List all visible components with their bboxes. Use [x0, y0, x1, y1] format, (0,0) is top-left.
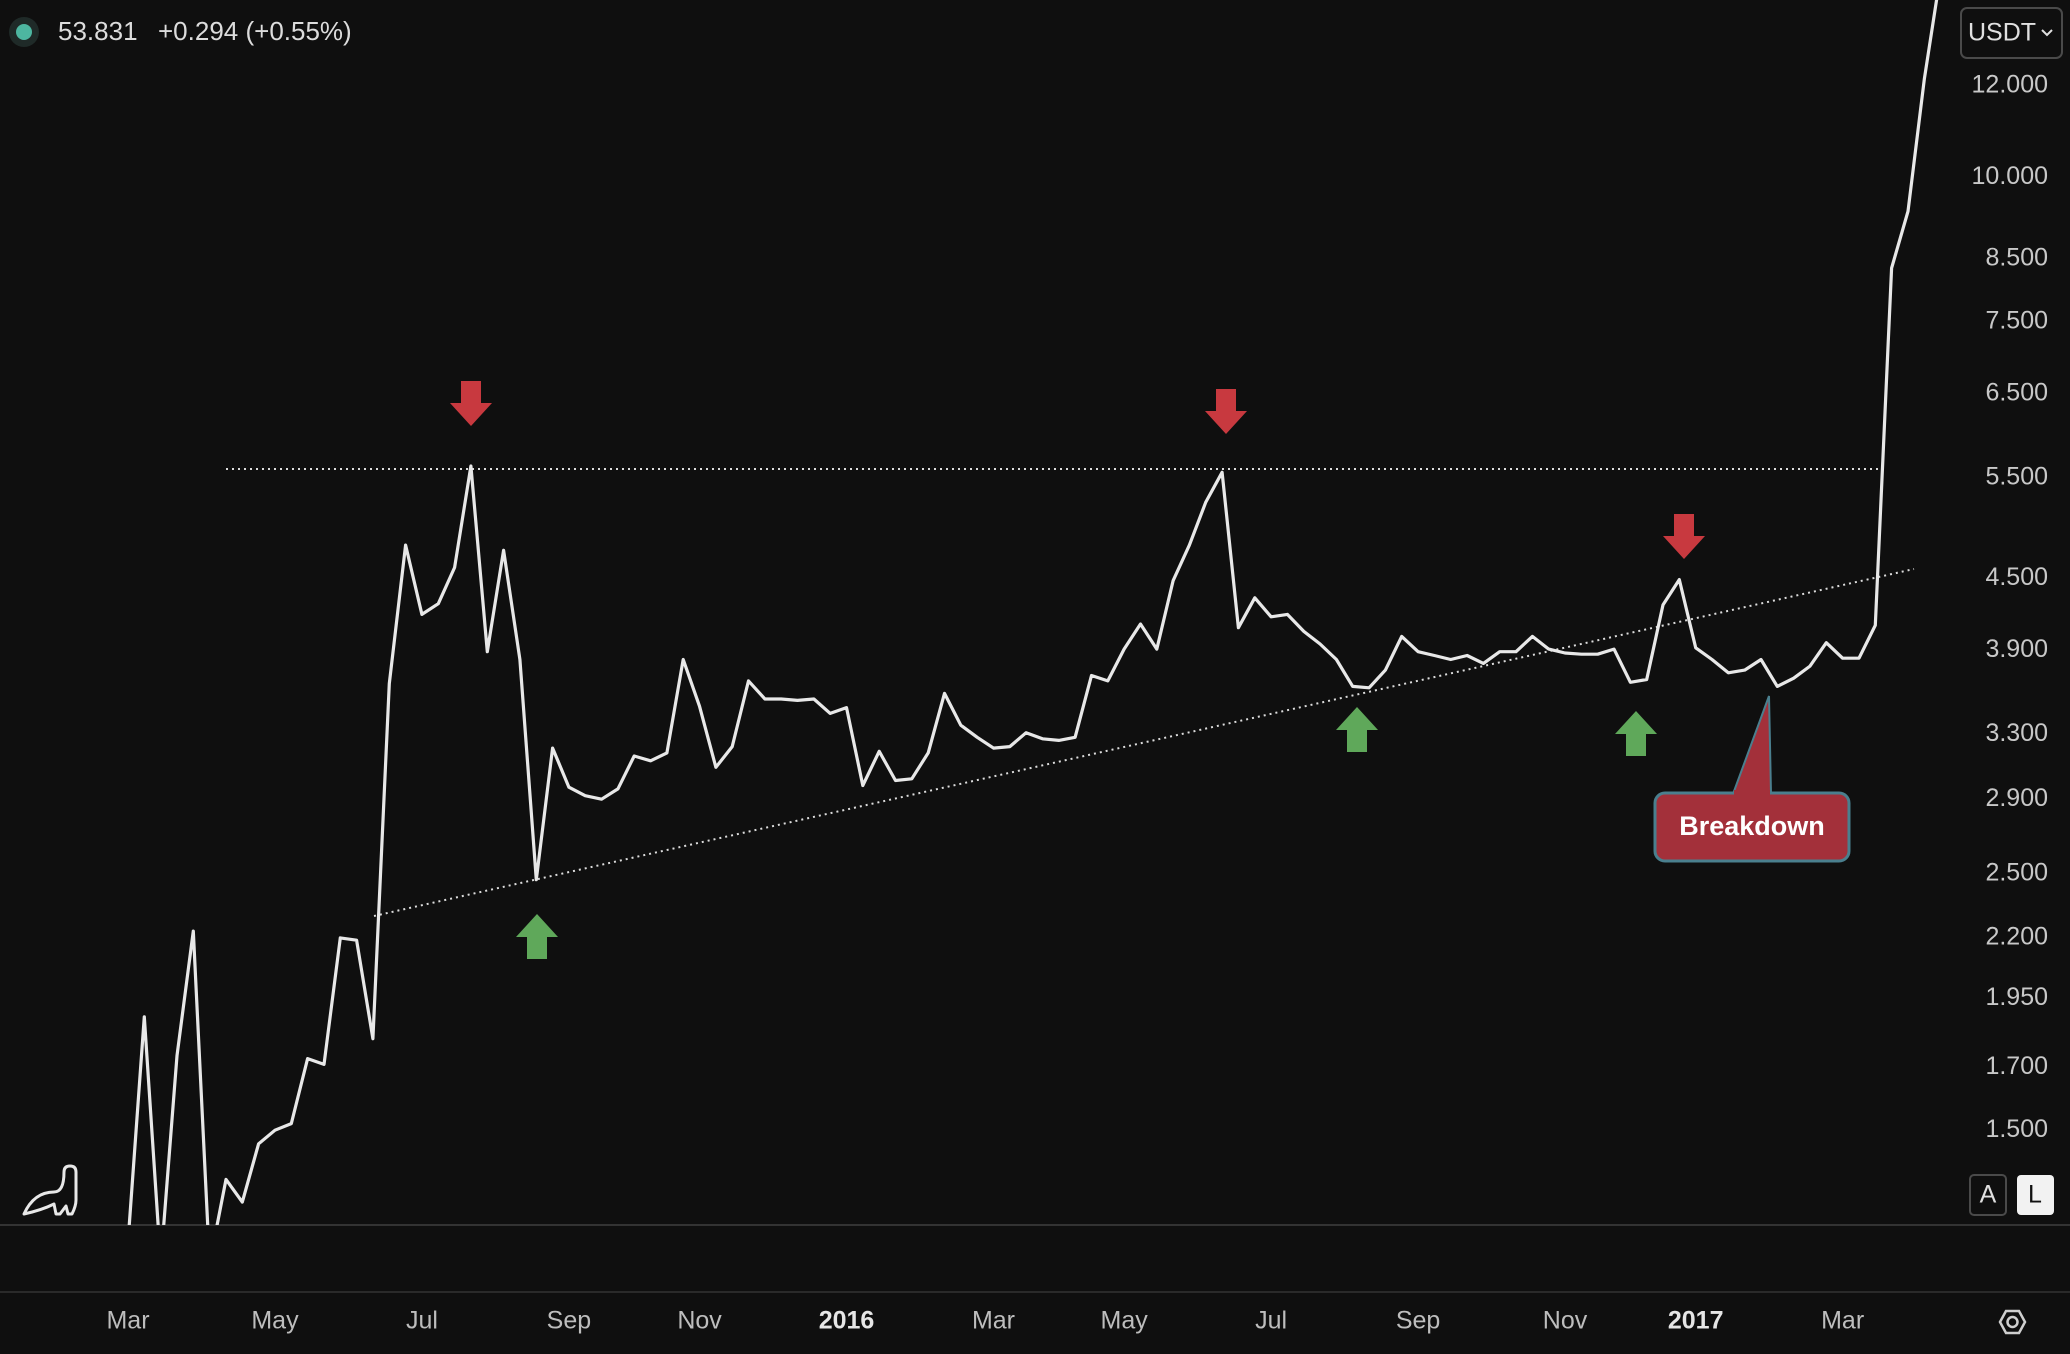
y-tick-label: 4.500 [1985, 563, 2048, 591]
x-tick-label: Sep [1396, 1307, 1440, 1335]
auto-scale-label: A [1980, 1181, 1997, 1209]
x-tick-label: May [1101, 1307, 1149, 1335]
settings-hole [2006, 1315, 2019, 1329]
status-dot [16, 24, 32, 40]
price-line [127, 0, 1939, 1225]
x-tick-label: 2016 [819, 1307, 875, 1335]
price-change: +0.294 (+0.55%) [158, 16, 352, 46]
currency-label: USDT [1968, 19, 2036, 47]
y-tick-label: 2.500 [1985, 858, 2048, 886]
down-arrow [1663, 514, 1705, 559]
currency-caret [2041, 29, 2053, 37]
settings-hex [1998, 1309, 2027, 1335]
y-tick-label: 2.900 [1985, 784, 2048, 812]
settings-icon[interactable] [1998, 1309, 2027, 1335]
plot-area [127, 0, 1939, 1225]
logo[interactable] [22, 1164, 78, 1216]
log-scale-label: L [2028, 1181, 2042, 1209]
y-tick-label: 7.500 [1985, 307, 2048, 335]
x-tick-label: Jul [406, 1307, 438, 1335]
x-tick-label: Mar [1821, 1307, 1864, 1335]
y-tick-label: 8.500 [1985, 244, 2048, 272]
x-tick-label: Nov [677, 1307, 722, 1335]
up-arrow [1615, 711, 1657, 756]
y-tick-label: 10.000 [1972, 162, 2048, 190]
x-tick-label: Nov [1543, 1307, 1588, 1335]
y-tick-label: 1.500 [1985, 1115, 2048, 1143]
y-tick-label: 3.900 [1985, 635, 2048, 663]
log-scale-button[interactable] [2017, 1175, 2054, 1215]
x-tick-label: Jul [1255, 1307, 1287, 1335]
price: 53.831 [58, 16, 138, 46]
x-tick-label: Sep [547, 1307, 591, 1335]
currency-button[interactable] [1960, 7, 2063, 59]
auto-scale-button[interactable] [1969, 1174, 2007, 1216]
y-tick-label: 5.500 [1985, 462, 2048, 490]
y-tick-label: 2.200 [1985, 922, 2048, 950]
y-tick-label: 3.300 [1985, 719, 2048, 747]
x-tick-label: Mar [972, 1307, 1015, 1335]
y-tick-label: 1.700 [1985, 1052, 2048, 1080]
callout-text: Breakdown [1679, 811, 1825, 841]
y-tick-label: 1.950 [1985, 983, 2048, 1011]
down-arrow [450, 381, 492, 426]
callout-joint [1734, 790, 1770, 796]
x-tick-label: May [251, 1307, 299, 1335]
x-tick-label: Mar [106, 1307, 149, 1335]
x-tick-label: 2017 [1668, 1307, 1724, 1335]
down-arrow [1205, 389, 1247, 434]
y-tick-label: 6.500 [1985, 378, 2048, 406]
up-arrow [1336, 707, 1378, 752]
up-arrow [516, 914, 558, 959]
y-tick-label: 12.000 [1972, 71, 2048, 99]
